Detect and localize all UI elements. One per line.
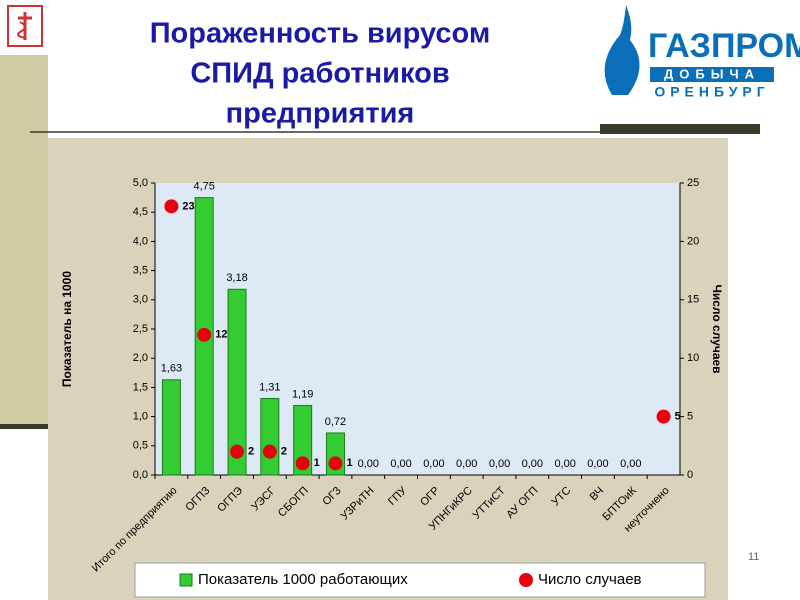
bar [260, 397, 280, 476]
legend-label: Число случаев [538, 571, 642, 588]
legend-swatch [519, 573, 533, 587]
data-label: 1 [346, 457, 352, 469]
y-tick-label: 1,5 [133, 381, 148, 393]
y2-tick-label: 10 [687, 352, 699, 364]
legend [134, 562, 706, 598]
data-label: 12 [215, 329, 227, 341]
slide-title: Пораженность вирусом [150, 18, 491, 50]
y2-axis-label: Число случаев [710, 284, 724, 373]
data-label: 1,63 [161, 363, 182, 375]
point [656, 409, 671, 424]
data-label: 1,19 [292, 388, 313, 400]
data-label: 5 [675, 411, 681, 423]
data-label: 23 [182, 200, 194, 212]
point [328, 456, 343, 471]
bar [227, 288, 247, 476]
y-tick-label: 0,5 [133, 440, 148, 452]
y-tick-label: 4,0 [133, 235, 148, 247]
data-label: 0,00 [522, 458, 543, 470]
y2-tick-label: 5 [687, 411, 693, 423]
side-decoration [0, 424, 48, 429]
y2-tick-label: 15 [687, 294, 699, 306]
bar [161, 379, 181, 476]
data-label: 3,18 [226, 272, 247, 284]
y-axis-label: Показатель на 1000 [60, 271, 74, 387]
point [295, 456, 310, 471]
logo-name: ГАЗПРОМ [648, 27, 800, 65]
legend-label: Показатель 1000 работающих [198, 571, 408, 588]
data-label: 2 [281, 446, 287, 458]
point [164, 199, 179, 214]
data-label: 1 [314, 457, 320, 469]
y2-tick-label: 20 [687, 235, 699, 247]
data-label: 0,00 [423, 458, 444, 470]
data-label: 2 [248, 446, 254, 458]
y-tick-label: 2,0 [133, 352, 148, 364]
data-label: 0,00 [620, 458, 641, 470]
y-tick-label: 3,5 [133, 265, 148, 277]
y-tick-label: 0,0 [133, 469, 148, 481]
data-label: 0,00 [489, 458, 510, 470]
data-label: 0,00 [554, 458, 575, 470]
y-tick-label: 1,0 [133, 411, 148, 423]
y-tick-label: 3,0 [133, 294, 148, 306]
logo-text: ДОБЫЧА [664, 66, 760, 81]
y2-tick-label: 25 [687, 177, 699, 189]
side-decoration [0, 55, 48, 425]
data-label: 0,00 [390, 458, 411, 470]
y-tick-label: 5,0 [133, 177, 148, 189]
y-tick-label: 2,5 [133, 323, 148, 335]
point [230, 444, 245, 459]
bar [293, 405, 313, 476]
logo-text: ОРЕНБУРГ [654, 84, 769, 100]
data-label: 0,00 [456, 458, 477, 470]
data-label: 0,00 [358, 458, 379, 470]
medical-icon [7, 5, 43, 47]
y-tick-label: 4,5 [133, 206, 148, 218]
point [197, 327, 212, 342]
point [262, 444, 277, 459]
slide-title: СПИД работников [190, 58, 449, 90]
top-decoration [600, 124, 760, 134]
data-label: 1,31 [259, 381, 280, 393]
legend-swatch [179, 573, 193, 587]
data-label: 0,00 [587, 458, 608, 470]
logo: ГАЗПРОМ ДОБЫЧА ОРЕНБУРГ [588, 2, 800, 102]
data-label: 4,75 [194, 181, 215, 193]
slide-title: предприятия [226, 98, 415, 130]
data-label: 0,72 [325, 416, 346, 428]
page-number: 11 [748, 551, 759, 563]
y2-tick-label: 0 [687, 469, 693, 481]
